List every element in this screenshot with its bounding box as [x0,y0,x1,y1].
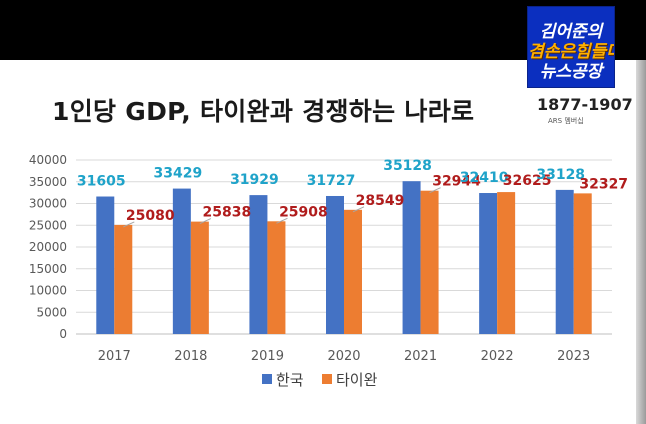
bar-taiwan [420,190,439,334]
bar-korea [326,195,344,334]
x-tick-label: 2021 [404,349,437,364]
y-tick-label: 35000 [29,175,67,189]
x-tick-label: 2022 [481,349,514,364]
label-leader-line [352,206,365,213]
badge-line-1: 김어준의 [539,22,603,42]
y-tick-label: 10000 [29,284,67,298]
label-leader-line [123,221,135,228]
bar-taiwan [497,192,516,334]
x-tick-label: 2023 [557,349,590,364]
y-tick-label: 15000 [29,262,67,276]
chart-title: 1인당 GDP, 타이완과 경쟁하는 나라로 [52,97,475,126]
bar-taiwan [114,224,133,334]
legend-label-taiwan: 타이완 [336,371,378,389]
label-leader-line [276,217,288,224]
bar-korea [172,188,191,334]
y-tick-label: 0 [59,327,67,341]
data-label-korea: 33128 [536,167,585,183]
data-label-taiwan: 32625 [503,173,552,189]
data-label-taiwan: 25908 [279,204,328,220]
label-leader-line [199,218,212,225]
y-tick-label: 25000 [29,218,67,232]
y-tick-label: 30000 [29,197,67,211]
data-label-taiwan: 32327 [579,176,628,192]
label-leader-line [429,187,441,194]
bar-taiwan [267,221,286,334]
y-tick-label: 40000 [29,153,67,167]
bar-korea [402,181,421,334]
bar-taiwan [190,221,209,334]
bar-korea [555,189,574,334]
show-logo-badge: 김어준의 겸손은힘들다 뉴스공장 [527,6,615,88]
legend-swatch-taiwan [322,374,332,384]
legend: 한국 타이완 [262,371,378,389]
y-axis-ticks: 0 5000 10000 15000 20000 25000 30000 35000 40000 [29,153,67,341]
badge-line-2: 겸손은힘들다 [528,42,615,62]
ars-membership-label: ARS 멤버십 [548,117,584,125]
bar-taiwan [573,193,592,334]
x-tick-label: 2020 [327,349,360,364]
data-label-korea: 31727 [307,173,356,189]
bar-korea [96,196,115,334]
data-label-korea: 33429 [153,166,202,182]
y-tick-label: 5000 [36,305,67,319]
data-label-taiwan: 25080 [126,208,175,224]
data-label-taiwan: 32944 [432,174,481,190]
bar-korea [249,195,268,334]
bars [96,181,592,334]
data-label-taiwan: 25838 [202,205,251,221]
legend-swatch-korea [262,374,272,384]
data-label-korea: 31605 [77,174,126,190]
ars-phone-number: 1877-1907 [537,95,633,114]
y-tick-label: 20000 [29,240,67,254]
data-label-korea: 31929 [230,172,279,188]
x-axis-ticks: 2017 2018 2019 2020 2021 2022 2023 [98,349,591,364]
bar-taiwan [344,209,362,334]
bar-korea [479,193,498,334]
slide-edge [636,60,646,424]
data-label-korea: 35128 [383,158,432,174]
data-label-taiwan: 28549 [356,193,405,209]
data-label-korea: 32410 [460,170,509,186]
x-tick-label: 2019 [251,349,284,364]
badge-line-3: 뉴스공장 [539,62,603,82]
legend-label-korea: 한국 [276,371,304,389]
x-tick-label: 2017 [98,349,131,364]
x-tick-label: 2018 [174,349,207,364]
